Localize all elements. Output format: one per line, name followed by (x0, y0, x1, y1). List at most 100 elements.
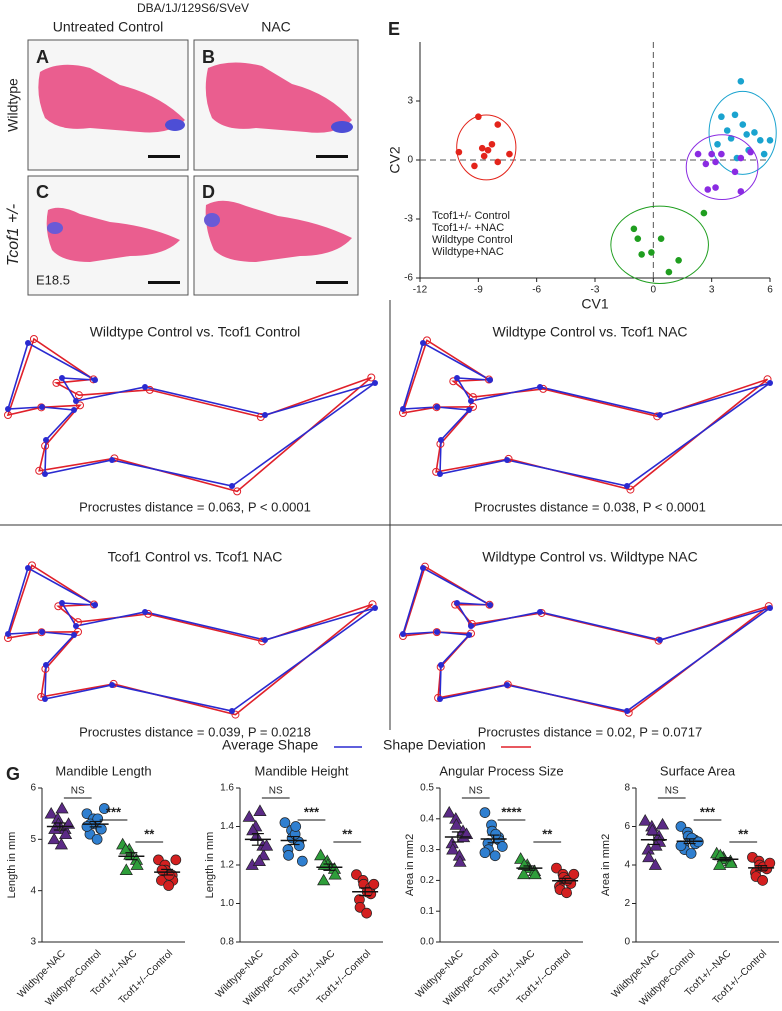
scale-bar (316, 281, 348, 284)
y-tick-label: 0.5 (420, 783, 434, 794)
specimen-cartilage (47, 222, 63, 234)
average-landmark (109, 457, 115, 463)
average-landmark (59, 600, 65, 606)
significance-label: ** (342, 826, 353, 841)
point (54, 837, 68, 850)
point (731, 111, 739, 119)
point (665, 268, 673, 276)
average-landmark (262, 637, 268, 643)
specimen (46, 207, 180, 262)
point (296, 855, 308, 867)
average-landmark (434, 629, 440, 635)
average-landmark (400, 631, 406, 637)
y-tick-label: 0.3 (420, 844, 434, 855)
legend-label: Tcof1+/- +NAC (432, 222, 504, 234)
y-tick-label: 0.2 (420, 875, 434, 886)
significance-label: NS (469, 786, 483, 797)
y-tick-label: 1.0 (220, 898, 234, 909)
comparison-title: Wildtype Control vs. Tcof1 Control (90, 324, 301, 340)
x-tick-label: 0 (651, 285, 657, 296)
point (119, 863, 133, 875)
point (747, 148, 754, 156)
average-landmark (262, 412, 268, 418)
point (317, 873, 331, 886)
average-landmark (71, 407, 77, 413)
y-axis-label: Length in mm (204, 832, 216, 899)
x-tick-label: -12 (413, 285, 428, 296)
point (731, 168, 739, 176)
average-landmark (487, 377, 493, 383)
legend-label: Wildtype+NAC (432, 246, 504, 258)
specimen (205, 62, 352, 133)
y-tick-label: 0.4 (420, 813, 434, 824)
point (283, 850, 294, 861)
point (723, 127, 731, 134)
average-landmark (92, 377, 98, 383)
point (739, 121, 747, 128)
average-landmark (434, 404, 440, 410)
point (751, 129, 758, 136)
deviation-landmark (75, 401, 84, 410)
point (630, 225, 638, 233)
point (489, 850, 501, 862)
point (714, 140, 721, 148)
deviation-shape (6, 564, 374, 716)
scale-bar (316, 155, 348, 158)
point (475, 113, 482, 121)
average-landmark (487, 602, 493, 608)
average-landmark (59, 375, 65, 381)
specimen (205, 200, 352, 262)
point (170, 854, 182, 866)
panel-letter: C (36, 182, 49, 202)
panel-letter: E (388, 19, 400, 39)
point (58, 827, 73, 840)
significance-label: *** (700, 804, 716, 819)
panel-letter: B (202, 47, 215, 67)
deviation-landmark (626, 485, 635, 494)
point (657, 235, 665, 242)
comparison-title: Wildtype Control vs. Tcof1 NAC (492, 324, 687, 340)
average-landmark (504, 682, 510, 688)
column-label: NAC (261, 19, 291, 35)
point (242, 810, 256, 822)
specimen-cartilage (331, 121, 353, 133)
point (724, 856, 738, 868)
point (479, 847, 491, 859)
scale-bar (148, 155, 180, 158)
row-label: Wildtype (5, 78, 21, 132)
legend-label: Wildtype Control (432, 234, 513, 246)
point (718, 150, 725, 158)
point (568, 868, 580, 880)
point (130, 858, 144, 870)
average-landmark (92, 602, 98, 608)
point (648, 858, 662, 870)
point (634, 235, 642, 242)
average-landmark (109, 682, 115, 688)
point (675, 257, 682, 264)
average-landmark (5, 631, 11, 637)
y-tick-label: 2 (624, 898, 630, 909)
average-landmark (438, 662, 444, 668)
deviation-landmark (29, 335, 38, 344)
point (638, 251, 645, 258)
average-landmark (73, 623, 79, 629)
average-landmark (657, 412, 663, 418)
point (119, 842, 133, 855)
point (488, 140, 496, 148)
chart-title: Angular Process Size (439, 763, 563, 778)
deviation-landmark (145, 385, 154, 394)
point (494, 158, 502, 166)
point (48, 822, 62, 834)
point (246, 823, 260, 836)
average-landmark (43, 437, 49, 443)
y-tick-label: 8 (624, 783, 630, 794)
point (642, 850, 656, 863)
scale-bar (148, 281, 180, 284)
point (252, 854, 266, 867)
significance-label: *** (304, 804, 320, 819)
average-landmark (229, 708, 235, 714)
y-tick-label: 3 (407, 96, 413, 107)
average-landmark (42, 471, 48, 477)
specimen (38, 64, 186, 133)
point (98, 803, 110, 814)
